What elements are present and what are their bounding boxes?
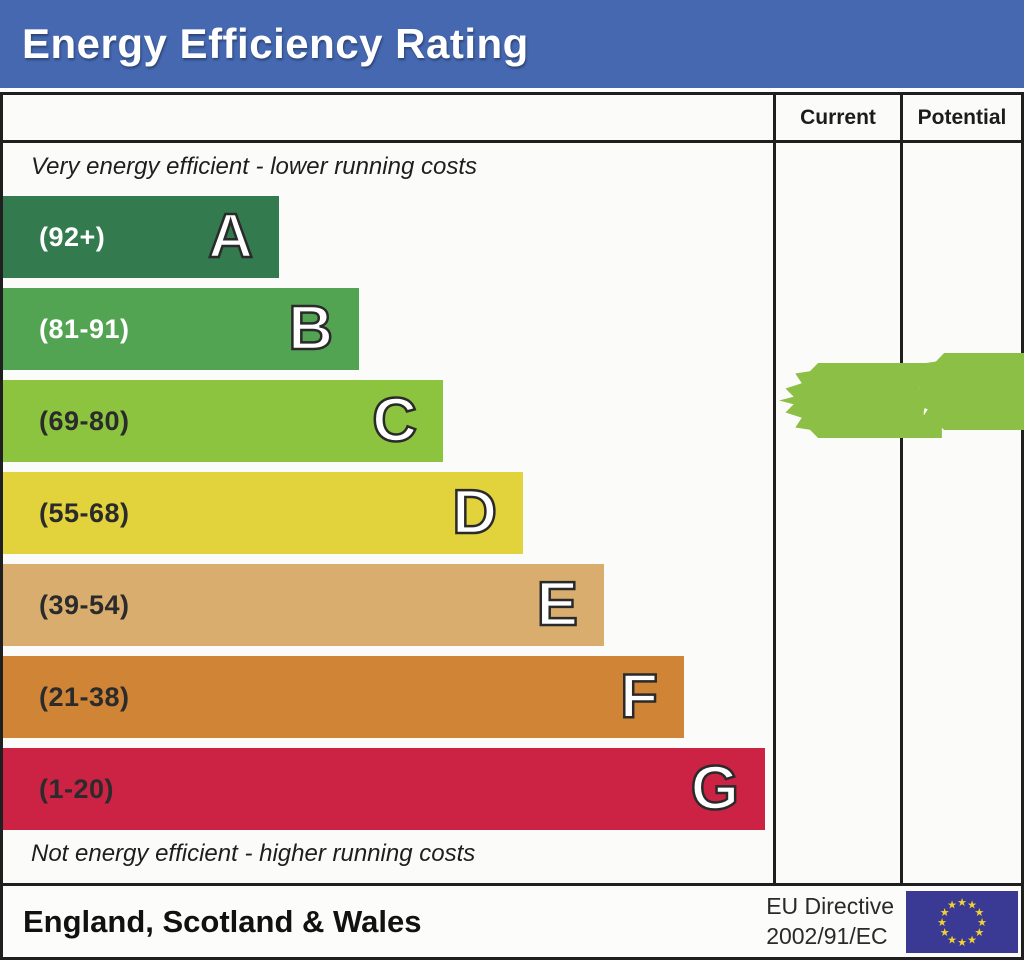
column-divider-current bbox=[773, 95, 776, 883]
svg-text:★: ★ bbox=[937, 916, 947, 929]
band-a: (92+) A bbox=[3, 196, 279, 278]
region-label: England, Scotland & Wales bbox=[23, 903, 422, 939]
column-header-row: Current Potential bbox=[3, 95, 1021, 143]
band-g: (1-20) G bbox=[3, 748, 765, 830]
band-e: (39-54) E bbox=[3, 564, 604, 646]
svg-text:★: ★ bbox=[957, 936, 967, 949]
svg-text:★: ★ bbox=[974, 906, 984, 919]
eu-flag-stars: ★ ★ ★ ★ ★ ★ ★ ★ ★ ★ ★ ★ bbox=[937, 896, 987, 949]
band-d-range: (55-68) bbox=[39, 497, 130, 528]
band-b: (81-91) B bbox=[3, 288, 359, 370]
svg-text:★: ★ bbox=[947, 933, 957, 946]
band-e-letter: E bbox=[535, 569, 579, 641]
column-header-potential: Potential bbox=[917, 105, 1007, 129]
band-d-letter: D bbox=[451, 477, 498, 549]
band-c: (69-80) C bbox=[3, 380, 443, 462]
eu-directive-line2: 2002/91/EC bbox=[766, 922, 888, 949]
band-a-letter: A bbox=[207, 201, 254, 273]
svg-text:★: ★ bbox=[967, 898, 977, 911]
page-title: Energy Efficiency Rating bbox=[22, 20, 529, 67]
footer-row: England, Scotland & Wales EU Directive 2… bbox=[3, 883, 1021, 957]
svg-text:★: ★ bbox=[957, 896, 967, 909]
note-very-efficient: Very energy efficient - lower running co… bbox=[31, 153, 477, 180]
potential-rating-arrow: 79 bbox=[905, 353, 1024, 430]
band-g-letter: G bbox=[690, 753, 741, 825]
band-f-range: (21-38) bbox=[39, 681, 130, 712]
column-header-current: Current bbox=[800, 105, 876, 129]
svg-text:★: ★ bbox=[967, 933, 977, 946]
eu-flag-icon: ★ ★ ★ ★ ★ ★ ★ ★ ★ ★ ★ ★ bbox=[906, 890, 1018, 953]
eu-directive-line1: EU Directive bbox=[766, 892, 894, 919]
svg-text:★: ★ bbox=[940, 906, 950, 919]
band-b-range: (81-91) bbox=[39, 313, 130, 344]
title-bar: Energy Efficiency Rating bbox=[0, 0, 1024, 88]
band-d: (55-68) D bbox=[3, 472, 523, 554]
svg-text:★: ★ bbox=[947, 898, 957, 911]
band-f: (21-38) F bbox=[3, 656, 684, 738]
svg-text:★: ★ bbox=[940, 926, 950, 939]
eu-directive-label: EU Directive 2002/91/EC bbox=[766, 892, 894, 952]
band-g-range: (1-20) bbox=[39, 773, 115, 804]
column-divider-potential bbox=[900, 95, 903, 883]
note-not-efficient: Not energy efficient - higher running co… bbox=[31, 840, 476, 867]
epc-table: Current Potential Very energy efficient … bbox=[0, 92, 1024, 960]
svg-text:★: ★ bbox=[977, 916, 987, 929]
band-b-letter: B bbox=[287, 293, 334, 365]
band-f-letter: F bbox=[619, 661, 659, 733]
band-c-range: (69-80) bbox=[39, 405, 130, 436]
band-e-range: (39-54) bbox=[39, 589, 130, 620]
band-a-range: (92+) bbox=[39, 221, 106, 252]
band-c-letter: C bbox=[371, 385, 418, 457]
svg-text:★: ★ bbox=[974, 926, 984, 939]
